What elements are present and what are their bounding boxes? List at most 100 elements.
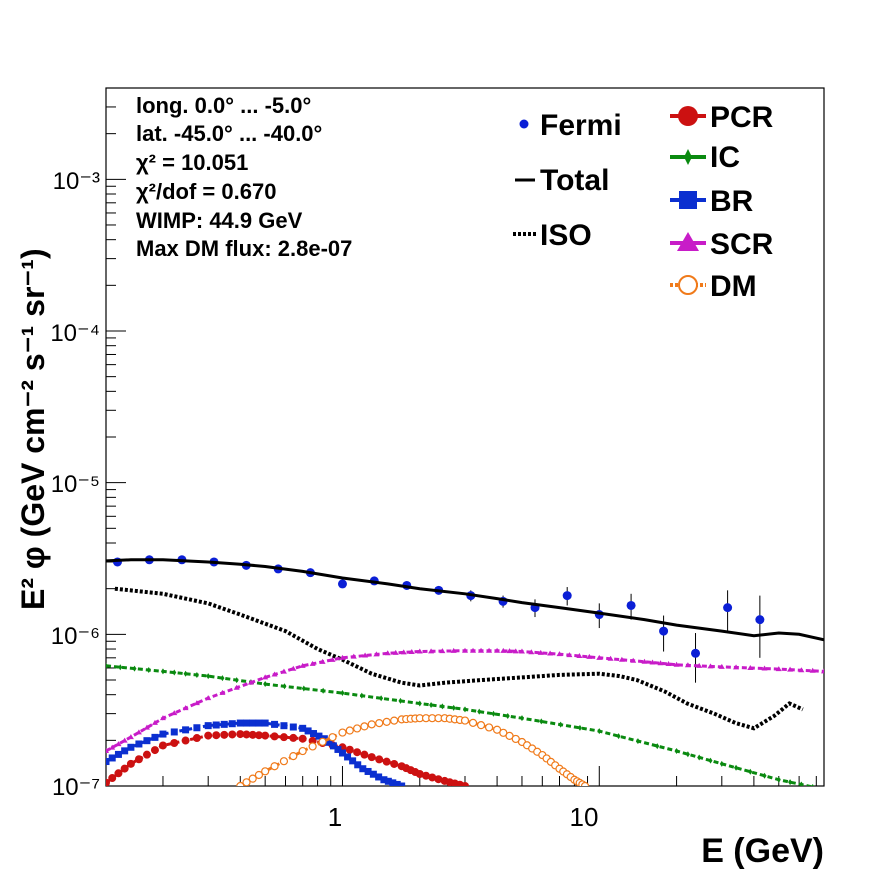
scr-marker — [329, 656, 336, 662]
scr-marker — [618, 656, 625, 662]
scr-marker — [761, 665, 768, 671]
scr-marker — [500, 647, 507, 653]
pcr-marker — [382, 757, 391, 766]
pcr-marker — [114, 769, 123, 778]
scr-marker — [271, 671, 278, 677]
scr-marker — [290, 665, 297, 671]
ic-marker — [282, 683, 287, 690]
ic-marker — [491, 710, 496, 717]
br-marker — [338, 749, 346, 757]
pcr-marker — [279, 733, 288, 742]
ic-marker — [685, 751, 690, 758]
br-marker — [135, 740, 143, 748]
pcr-marker — [220, 730, 229, 739]
series-group — [106, 555, 826, 792]
scr-marker — [121, 737, 128, 743]
scr-marker — [171, 710, 178, 716]
scr-marker — [205, 695, 212, 701]
dm-marker — [338, 728, 347, 737]
ic-marker — [477, 708, 482, 715]
annotation-chi2: χ² = 10.051 — [136, 150, 248, 175]
br-marker — [369, 770, 377, 778]
br-marker — [299, 724, 307, 732]
pcr-marker — [375, 755, 384, 764]
ic-marker — [398, 697, 403, 704]
ic-marker — [788, 779, 793, 786]
ic-marker — [206, 673, 211, 680]
ic-marker — [160, 668, 165, 675]
ic-marker — [194, 671, 199, 678]
legend-label-pcr: PCR — [710, 101, 774, 134]
ic-marker — [597, 728, 602, 735]
dm-marker — [289, 752, 298, 761]
scr-marker — [586, 653, 593, 659]
br-marker — [212, 721, 220, 729]
pcr-marker — [289, 733, 298, 742]
pcr-marker — [170, 739, 179, 748]
br-marker — [151, 733, 159, 741]
ic-marker — [655, 743, 660, 750]
fermi-point — [626, 600, 636, 610]
dm-marker — [468, 718, 478, 727]
ic-marker — [748, 768, 753, 775]
fermi-point — [755, 615, 765, 625]
dm-marker — [367, 720, 376, 729]
ic-marker — [734, 764, 739, 771]
legend-label-br: BR — [710, 185, 754, 218]
iso-line — [114, 586, 804, 731]
scr-marker — [649, 659, 656, 665]
scr-marker — [775, 666, 782, 672]
pcr-marker — [415, 769, 424, 778]
scr-marker — [596, 654, 603, 660]
legend-marker-pcr — [678, 106, 698, 126]
scr-marker — [494, 647, 501, 653]
scr-marker — [247, 679, 254, 685]
br-marker — [220, 720, 228, 728]
dm-marker — [390, 716, 399, 725]
pcr-marker — [236, 730, 245, 739]
ic-marker — [708, 757, 713, 764]
scr-marker — [673, 661, 680, 667]
legend-label-ic: IC — [710, 141, 740, 174]
br-marker — [344, 753, 352, 761]
legend-marker-br — [679, 191, 697, 209]
pcr-marker — [461, 782, 469, 786]
ic-marker — [359, 692, 364, 699]
br-marker — [380, 776, 388, 784]
br-marker — [354, 761, 362, 769]
dm-marker — [308, 742, 317, 751]
br-marker — [193, 724, 201, 732]
br-marker — [159, 730, 167, 738]
annotation-chi2-dof: χ²/dof = 0.670 — [136, 179, 276, 204]
pcr-marker — [422, 771, 431, 780]
ic-marker — [172, 669, 177, 676]
total-line — [106, 558, 824, 642]
legend: Fermi Total ISO PCR IC BR SCR DM — [513, 101, 774, 303]
pcr-marker — [192, 734, 201, 743]
scr-marker — [233, 684, 240, 690]
br-marker — [315, 732, 323, 740]
pcr-marker — [360, 750, 369, 759]
ic-marker — [762, 772, 767, 779]
scr-marker — [630, 657, 637, 663]
ic-marker — [822, 786, 826, 792]
dm-marker — [279, 757, 289, 766]
legend-label-total: Total — [540, 164, 609, 197]
br-marker — [304, 727, 312, 735]
br-marker — [325, 738, 333, 746]
ic-marker — [220, 675, 225, 682]
scr-marker — [450, 647, 457, 653]
ic-marker — [635, 738, 640, 745]
fermi-point — [659, 626, 669, 636]
scr-marker — [115, 741, 122, 747]
axis-ticks — [106, 87, 817, 787]
scr-marker — [135, 729, 142, 735]
pcr-marker — [390, 759, 399, 768]
ic-marker — [301, 685, 306, 692]
dm-marker — [242, 778, 251, 786]
fermi-point — [337, 579, 347, 589]
scr-marker — [416, 648, 423, 654]
br-marker — [393, 780, 401, 786]
dm-marker — [236, 781, 245, 786]
